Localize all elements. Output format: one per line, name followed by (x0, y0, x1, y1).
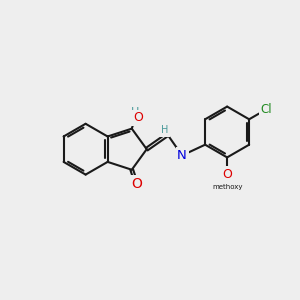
Text: O: O (131, 177, 142, 191)
Text: N: N (177, 149, 187, 162)
Text: O: O (222, 167, 232, 181)
Text: H: H (161, 125, 168, 136)
Text: methoxy: methoxy (212, 184, 242, 190)
Text: Cl: Cl (260, 103, 272, 116)
Text: O: O (133, 111, 143, 124)
Text: H: H (131, 107, 139, 117)
